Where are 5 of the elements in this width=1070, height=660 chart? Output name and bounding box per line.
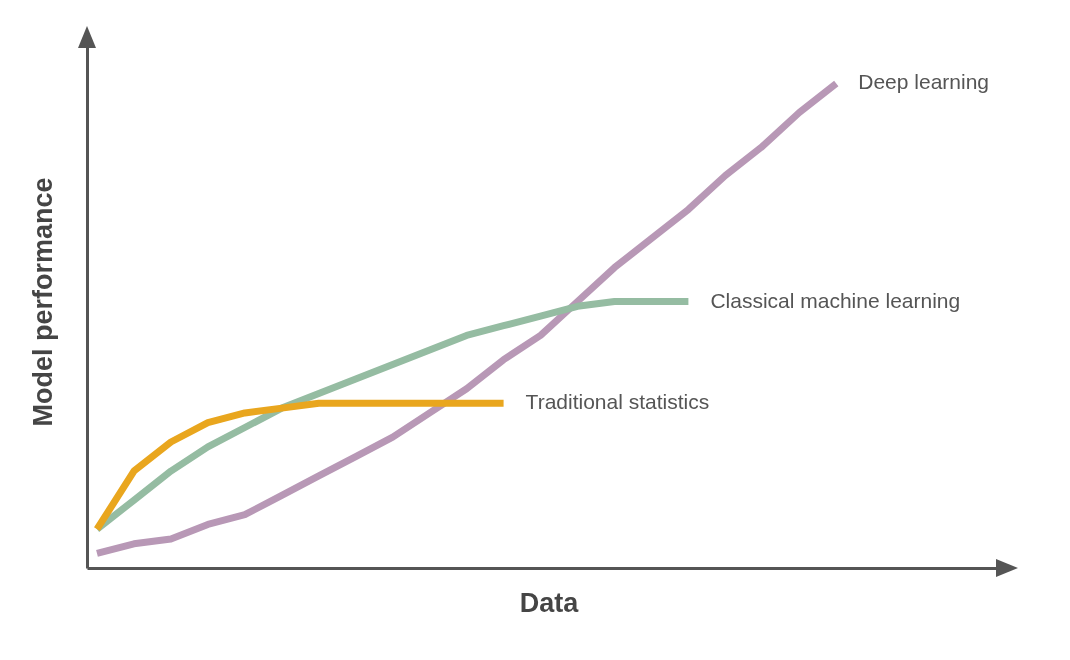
x-axis-title: Data: [519, 587, 580, 618]
series-label: Deep learning: [858, 70, 990, 94]
series-label: Classical machine learning: [710, 288, 961, 312]
y-axis-title: Model performance: [27, 177, 58, 427]
series-label: Traditional statistics: [525, 390, 710, 414]
